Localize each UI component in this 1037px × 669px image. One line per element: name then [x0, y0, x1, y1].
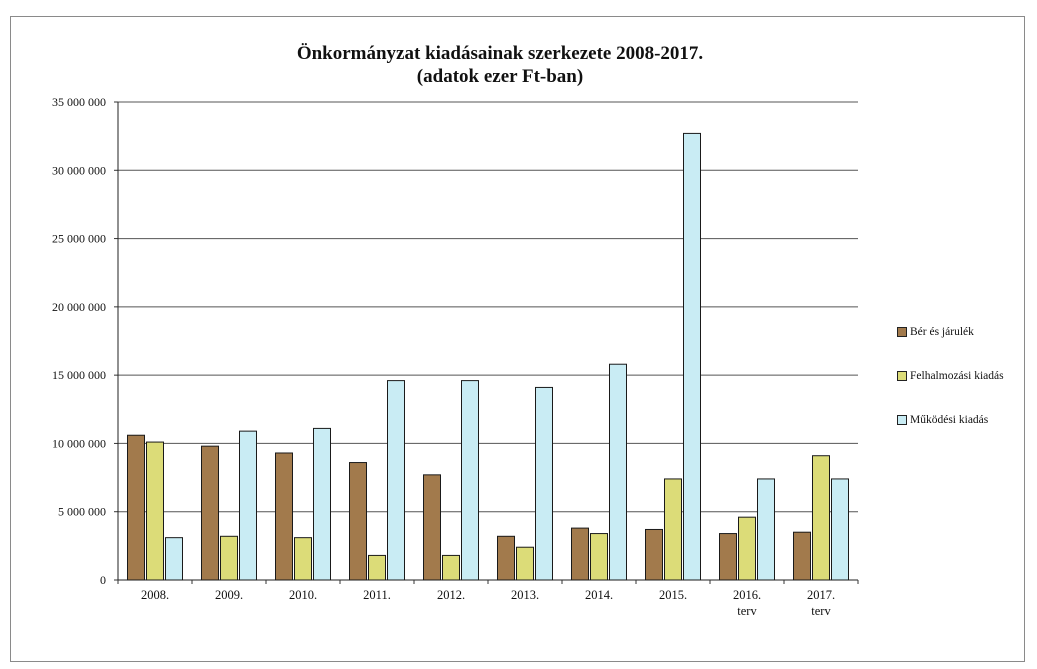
y-tick-label: 15 000 000: [52, 368, 106, 382]
x-tick-label: 2011.: [363, 588, 391, 602]
x-tick-label: 2010.: [289, 588, 317, 602]
bar-mukodesi: [461, 380, 479, 581]
bar-felhalmozasi: [294, 537, 312, 581]
chart-subtitle-line: (adatok ezer Ft-ban): [416, 66, 584, 87]
bar-felhalmozasi: [368, 554, 386, 581]
bar-ber: [645, 528, 663, 581]
bar-mukodesi: [535, 386, 553, 581]
bar-ber: [423, 474, 441, 581]
chart-title: Önkormányzat kiadásainak szerkezete 2008…: [240, 42, 760, 88]
legend-swatch-ber: [897, 327, 907, 337]
bar-mukodesi: [609, 363, 627, 581]
legend-swatch-mukodesi: [897, 415, 907, 425]
bar-mukodesi: [313, 427, 331, 581]
bar-ber: [275, 452, 293, 581]
legend-item-ber-es-jarulek: Bér és járulék: [897, 310, 1032, 354]
bar-mukodesi: [387, 380, 405, 581]
y-tick-label: 25 000 000: [52, 232, 106, 246]
x-tick-label: 2009.: [215, 588, 243, 602]
x-tick-label: 2013.: [511, 588, 539, 602]
bar-mukodesi: [757, 478, 775, 581]
bar-mukodesi: [683, 132, 701, 581]
bar-felhalmozasi: [442, 554, 460, 581]
y-tick-label: 0: [100, 573, 106, 587]
x-tick-label: 2016.: [733, 588, 761, 602]
bar-mukodesi: [831, 478, 849, 581]
bar-ber: [571, 527, 589, 581]
y-tick-label: 20 000 000: [52, 300, 106, 314]
bar-ber: [349, 462, 367, 581]
legend-item-felhalmozasi-kiadas: Felhalmozási kiadás: [897, 354, 1032, 398]
y-tick-label: 30 000 000: [52, 163, 106, 177]
bar-felhalmozasi: [738, 516, 756, 581]
bar-mukodesi: [165, 537, 183, 581]
x-tick-label: 2012.: [437, 588, 465, 602]
bar-felhalmozasi: [516, 546, 534, 581]
bar-ber: [793, 531, 811, 581]
x-tick-label: 2017.: [807, 588, 835, 602]
bar-felhalmozasi: [664, 478, 682, 581]
bar-felhalmozasi: [220, 535, 238, 581]
bar-mukodesi: [239, 430, 257, 581]
x-tick-label: terv: [737, 604, 757, 618]
y-tick-label: 35 000 000: [52, 95, 106, 109]
bar-ber: [127, 434, 145, 581]
x-tick-label: 2008.: [141, 588, 169, 602]
y-tick-label: 5 000 000: [58, 505, 106, 519]
bar-felhalmozasi: [812, 455, 830, 581]
chart-title-line: Önkormányzat kiadásainak szerkezete 2008…: [296, 43, 704, 64]
legend-item-mukodesi-kiadas: Működési kiadás: [897, 398, 1032, 442]
bar-ber: [497, 535, 515, 581]
legend-label-ber: Bér és járulék: [910, 326, 974, 338]
legend-label-mukodesi: Működési kiadás: [910, 414, 989, 426]
y-tick-label: 10 000 000: [52, 436, 106, 450]
bar-felhalmozasi: [590, 533, 608, 581]
x-tick-label: 2014.: [585, 588, 613, 602]
bar-ber: [719, 533, 737, 581]
bar-ber: [201, 445, 219, 581]
bar-felhalmozasi: [146, 441, 164, 581]
x-tick-label: 2015.: [659, 588, 687, 602]
legend-swatch-felhalmozasi: [897, 371, 907, 381]
x-tick-label: terv: [811, 604, 831, 618]
legend-label-felhalmozasi: Felhalmozási kiadás: [910, 370, 1004, 382]
legend: Bér és járulék Felhalmozási kiadás Működ…: [897, 310, 1032, 442]
